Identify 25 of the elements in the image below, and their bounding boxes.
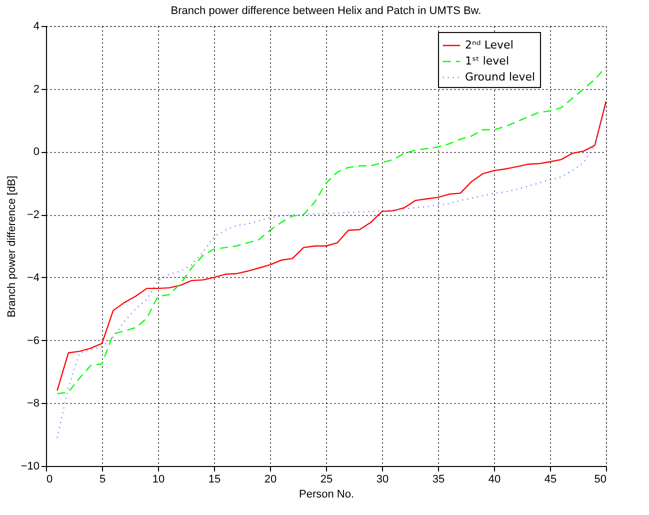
- y-tick-label: −2: [26, 209, 40, 222]
- legend-label: 1ˢᵗ level: [465, 54, 509, 68]
- x-tick-label: 45: [544, 474, 557, 486]
- legend-label: Ground level: [465, 70, 536, 84]
- y-tick-label: 2: [33, 83, 40, 96]
- x-tick-label: 5: [99, 474, 106, 486]
- x-tick-label: 50: [594, 474, 606, 486]
- x-tick-label: 40: [488, 474, 501, 486]
- y-tick-label: −6: [26, 334, 40, 347]
- y-tick-label: −10: [20, 460, 40, 472]
- y-tick-label: 4: [33, 20, 40, 32]
- x-tick-label: 35: [432, 474, 445, 486]
- y-tick-label: 0: [33, 146, 40, 158]
- legend-label: 2ⁿᵈ Level: [465, 38, 514, 52]
- y-tick-label: −8: [26, 398, 40, 410]
- x-tick-label: 25: [320, 474, 333, 486]
- x-tick-label: 10: [152, 474, 165, 486]
- x-axis-title: Person No.: [298, 488, 354, 500]
- y-tick-label: −4: [26, 272, 40, 284]
- chart-title: Branch power difference between Helix and Patch in UMTS Bw.: [170, 5, 482, 17]
- x-tick-label: 20: [264, 474, 277, 486]
- y-axis-title: Branch power difference [dB]: [6, 176, 18, 318]
- x-tick-label: 0: [46, 474, 53, 486]
- x-tick-label: 15: [208, 474, 221, 486]
- x-tick-label: 30: [376, 474, 389, 486]
